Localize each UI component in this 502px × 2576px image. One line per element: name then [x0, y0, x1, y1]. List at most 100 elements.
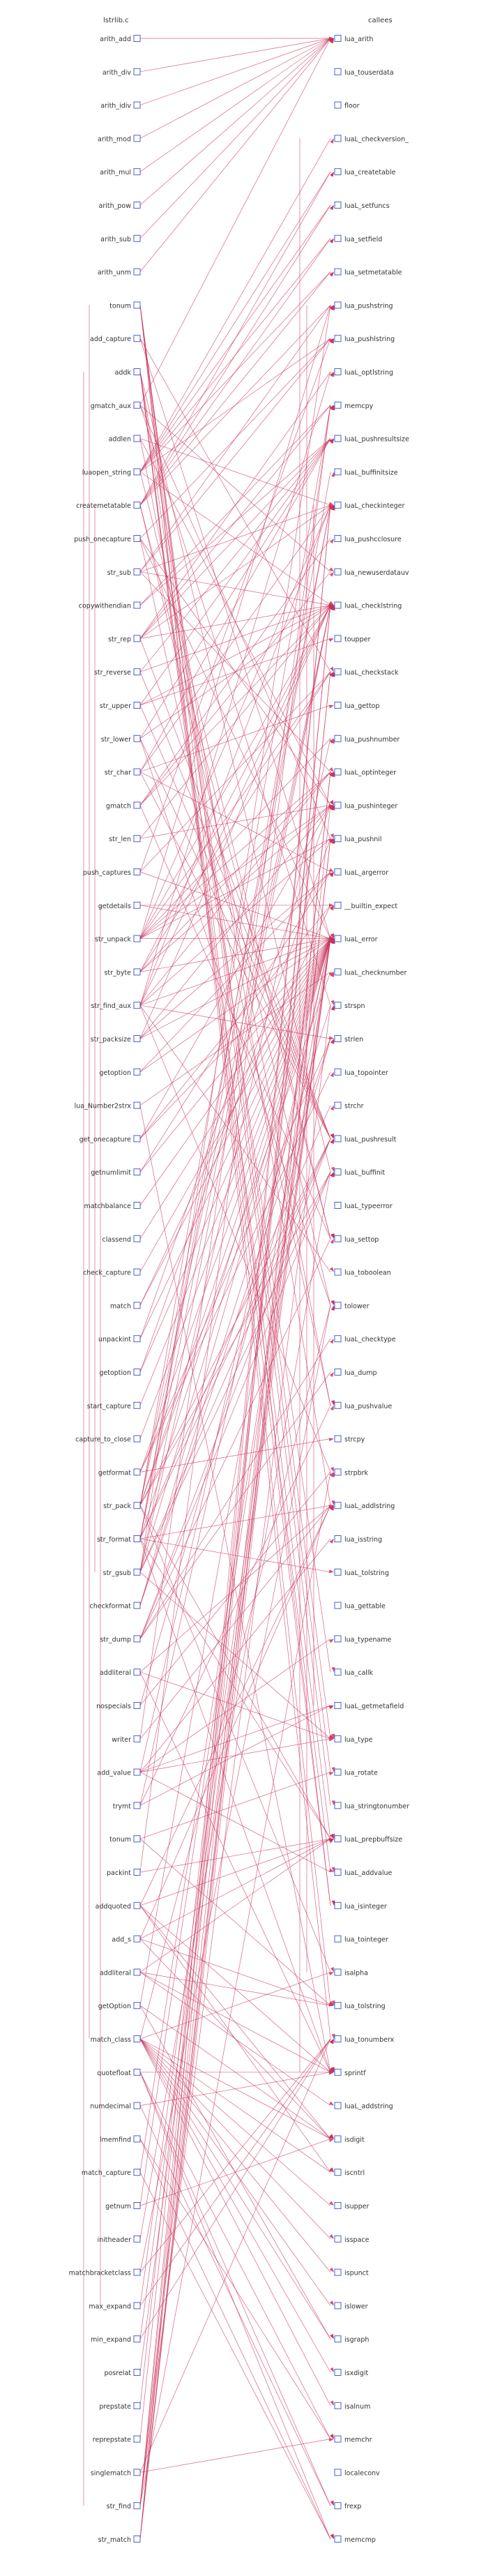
caller-node-singlematch[interactable]: singlematch: [91, 2469, 141, 2478]
caller-box[interactable]: [133, 1302, 141, 1309]
caller-box[interactable]: [133, 1535, 141, 1542]
caller-box[interactable]: [133, 1002, 141, 1009]
callee-box[interactable]: [334, 1168, 342, 1176]
callee-box[interactable]: [334, 868, 342, 875]
caller-box[interactable]: [133, 2402, 141, 2409]
callee-box[interactable]: [334, 735, 342, 742]
caller-box[interactable]: [133, 835, 141, 843]
callee-node-builtin-expect[interactable]: __builtin_expect: [334, 901, 397, 910]
callee-box[interactable]: [334, 801, 342, 809]
callee-box[interactable]: [334, 2502, 342, 2510]
callee-node-lua-type[interactable]: lua_type: [334, 1735, 373, 1744]
callee-node-toupper[interactable]: toupper: [334, 635, 370, 644]
callee-box[interactable]: [334, 101, 342, 109]
caller-box[interactable]: [133, 1735, 141, 1742]
caller-node-getoption[interactable]: getOption: [98, 2002, 141, 2011]
callee-node-islower[interactable]: islower: [334, 2302, 368, 2311]
callee-node-strcpy[interactable]: strcpy: [334, 1435, 365, 1444]
callee-box[interactable]: [334, 202, 342, 209]
callee-box[interactable]: [334, 2002, 342, 2010]
caller-node-str-packsize[interactable]: str_packsize: [91, 1035, 141, 1044]
callee-node-lual-checkversion[interactable]: luaL_checkversion_: [334, 135, 409, 144]
callee-node-strpbrk[interactable]: strpbrk: [334, 1468, 369, 1477]
callee-node-lua-pushcclosure[interactable]: lua_pushcclosure: [334, 535, 402, 544]
callee-box[interactable]: [334, 1735, 342, 1742]
caller-node-arith-unm[interactable]: arith_unm: [98, 268, 141, 277]
caller-node-str-reverse[interactable]: str_reverse: [94, 668, 141, 677]
caller-box[interactable]: [133, 1835, 141, 1843]
callee-box[interactable]: [334, 1968, 342, 1976]
caller-node-initheader[interactable]: initheader: [98, 2235, 141, 2244]
callee-box[interactable]: [334, 668, 342, 676]
callee-node-lua-tonumberx[interactable]: lua_tonumberx: [334, 2035, 395, 2044]
callee-box[interactable]: [334, 2536, 342, 2543]
caller-box[interactable]: [133, 768, 141, 776]
caller-node-add-s[interactable]: add_s: [112, 1935, 141, 1944]
callee-node-lual-checkinteger[interactable]: luaL_checkinteger: [334, 502, 404, 511]
callee-node-frexp[interactable]: frexp: [334, 2502, 361, 2511]
caller-node-gmatch-aux[interactable]: gmatch_aux: [91, 401, 141, 410]
caller-box[interactable]: [133, 2502, 141, 2510]
callee-box[interactable]: [334, 268, 342, 276]
caller-node-lmemfind[interactable]: lmemfind: [100, 2135, 141, 2144]
caller-box[interactable]: [133, 1802, 141, 1809]
callee-box[interactable]: [334, 1135, 342, 1143]
caller-box[interactable]: [133, 502, 141, 509]
caller-box[interactable]: [133, 1168, 141, 1176]
caller-box[interactable]: [133, 35, 141, 42]
caller-node-getoption[interactable]: getoption: [99, 1068, 141, 1077]
caller-node-match-class[interactable]: match_class: [91, 2035, 141, 2044]
callee-box[interactable]: [334, 368, 342, 375]
callee-node-lua-arith[interactable]: lua_arith: [334, 35, 373, 44]
caller-box[interactable]: [133, 1401, 141, 1409]
callee-node-localeconv[interactable]: localeconv: [334, 2469, 380, 2478]
caller-node-getnum[interactable]: getnum: [105, 2202, 141, 2211]
callee-node-lua-pushnumber[interactable]: lua_pushnumber: [334, 735, 400, 744]
callee-node-lual-pushresultsize[interactable]: luaL_pushresultsize: [334, 435, 409, 444]
caller-node-writer[interactable]: writer: [112, 1735, 141, 1744]
caller-box[interactable]: [133, 1235, 141, 1242]
caller-box[interactable]: [133, 1268, 141, 1276]
callee-node-lua-isstring[interactable]: lua_isstring: [334, 1535, 382, 1544]
caller-node-arith-sub[interactable]: arith_sub: [100, 234, 141, 243]
callee-box[interactable]: [334, 1101, 342, 1109]
callee-box[interactable]: [334, 2068, 342, 2076]
caller-node-trymt[interactable]: trymt: [113, 1802, 141, 1811]
callee-box[interactable]: [334, 301, 342, 309]
caller-box[interactable]: [133, 1468, 141, 1476]
callee-box[interactable]: [334, 335, 342, 342]
callee-node-lual-checklstring[interactable]: luaL_checklstring: [334, 601, 402, 610]
caller-box[interactable]: [133, 635, 141, 642]
callee-box[interactable]: [334, 2202, 342, 2209]
callee-box[interactable]: [334, 168, 342, 176]
caller-box[interactable]: [133, 1702, 141, 1709]
caller-node-tonum[interactable]: tonum: [109, 1835, 141, 1844]
caller-box[interactable]: [133, 2369, 141, 2376]
callee-box[interactable]: [334, 601, 342, 609]
callee-node-ispunct[interactable]: ispunct: [334, 2268, 369, 2277]
callee-node-isspace[interactable]: isspace: [334, 2235, 370, 2244]
caller-box[interactable]: [133, 668, 141, 676]
callee-box[interactable]: [334, 2035, 342, 2042]
callee-node-lua-pushvalue[interactable]: lua_pushvalue: [334, 1401, 392, 1410]
callee-node-lual-addlstring[interactable]: luaL_addlstring: [334, 1502, 395, 1511]
caller-node-str-sub[interactable]: str_sub: [107, 568, 141, 577]
callee-box[interactable]: [334, 2102, 342, 2109]
caller-box[interactable]: [133, 335, 141, 342]
callee-node-lua-topointer[interactable]: lua_topointer: [334, 1068, 388, 1077]
caller-node-arith-div[interactable]: arith_div: [102, 68, 141, 77]
caller-box[interactable]: [133, 2102, 141, 2109]
callee-node-lua-pushlstring[interactable]: lua_pushlstring: [334, 335, 395, 344]
callee-node-lual-optlstring[interactable]: luaL_optlstring: [334, 368, 393, 377]
caller-node-str-lower[interactable]: str_lower: [101, 735, 141, 744]
caller-box[interactable]: [133, 968, 141, 976]
callee-node-lua-toboolean[interactable]: lua_toboolean: [334, 1268, 391, 1277]
callee-box[interactable]: [334, 1369, 342, 1376]
callee-node-lual-getmetafield[interactable]: luaL_getmetafield: [334, 1702, 404, 1711]
callee-node-strchr[interactable]: strchr: [334, 1101, 364, 1110]
callee-box[interactable]: [334, 502, 342, 509]
callee-node-lual-tolstring[interactable]: luaL_tolstring: [334, 1568, 389, 1577]
callee-node-lua-stringtonumber[interactable]: lua_stringtonumber: [334, 1802, 409, 1811]
caller-node-reprepstate[interactable]: reprepstate: [93, 2435, 141, 2444]
caller-node-getoption[interactable]: getoption: [99, 1369, 141, 1378]
